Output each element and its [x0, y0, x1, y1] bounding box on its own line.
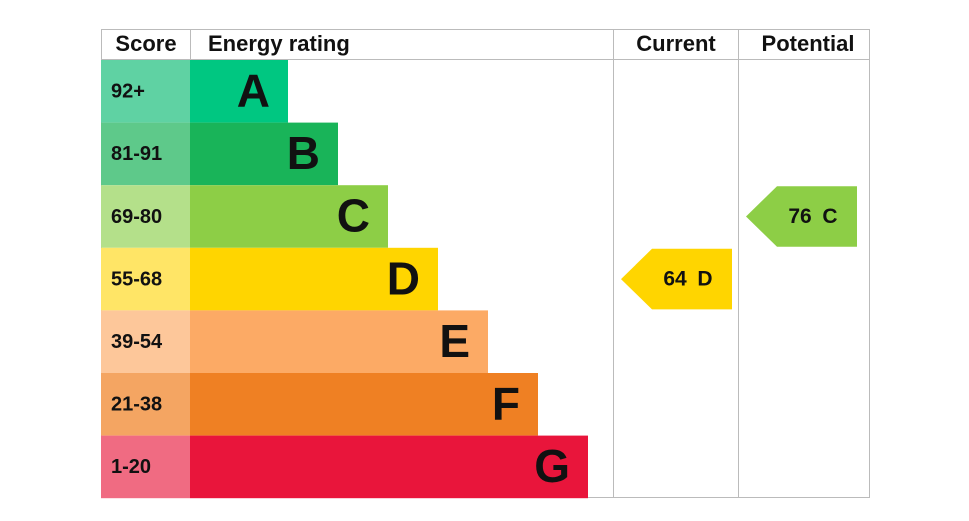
score-cell	[101, 60, 190, 123]
rating-letter: A	[237, 64, 270, 116]
potential-arrow	[746, 186, 857, 247]
rating-bar	[190, 435, 588, 499]
rating-letter: B	[287, 127, 320, 179]
rating-bar	[190, 122, 338, 186]
rating-letter: G	[534, 440, 570, 492]
rating-bar	[190, 310, 488, 373]
score-cell	[101, 122, 190, 186]
score-label: 1-20	[111, 456, 151, 478]
potential-rating: C	[822, 205, 837, 228]
score-cell	[101, 373, 190, 436]
current-rating: D	[697, 268, 712, 291]
header-rating: Energy rating	[208, 31, 350, 56]
potential-score: 76	[788, 205, 811, 228]
score-label: 39-54	[111, 331, 163, 353]
score-cell	[101, 310, 190, 373]
current-arrow	[621, 248, 732, 310]
rating-bar	[190, 247, 438, 311]
score-label: 69-80	[111, 206, 162, 228]
rating-letter: C	[337, 190, 370, 242]
score-cell	[101, 435, 190, 499]
score-cell	[101, 247, 190, 311]
header-current: Current	[636, 31, 716, 56]
score-label: 81-91	[111, 143, 162, 165]
score-label: 55-68	[111, 268, 162, 290]
rating-letter: F	[492, 377, 520, 429]
score-cell	[101, 185, 190, 248]
score-label: 92+	[111, 81, 145, 103]
current-score: 64	[663, 268, 687, 291]
rating-bar	[190, 373, 538, 436]
rating-letter: E	[439, 315, 470, 367]
rating-bar	[190, 60, 288, 123]
header-score: Score	[115, 31, 176, 56]
rating-letter: D	[387, 252, 420, 304]
score-label: 21-38	[111, 394, 162, 416]
header-potential: Potential	[762, 31, 855, 56]
rating-bar	[190, 185, 388, 248]
